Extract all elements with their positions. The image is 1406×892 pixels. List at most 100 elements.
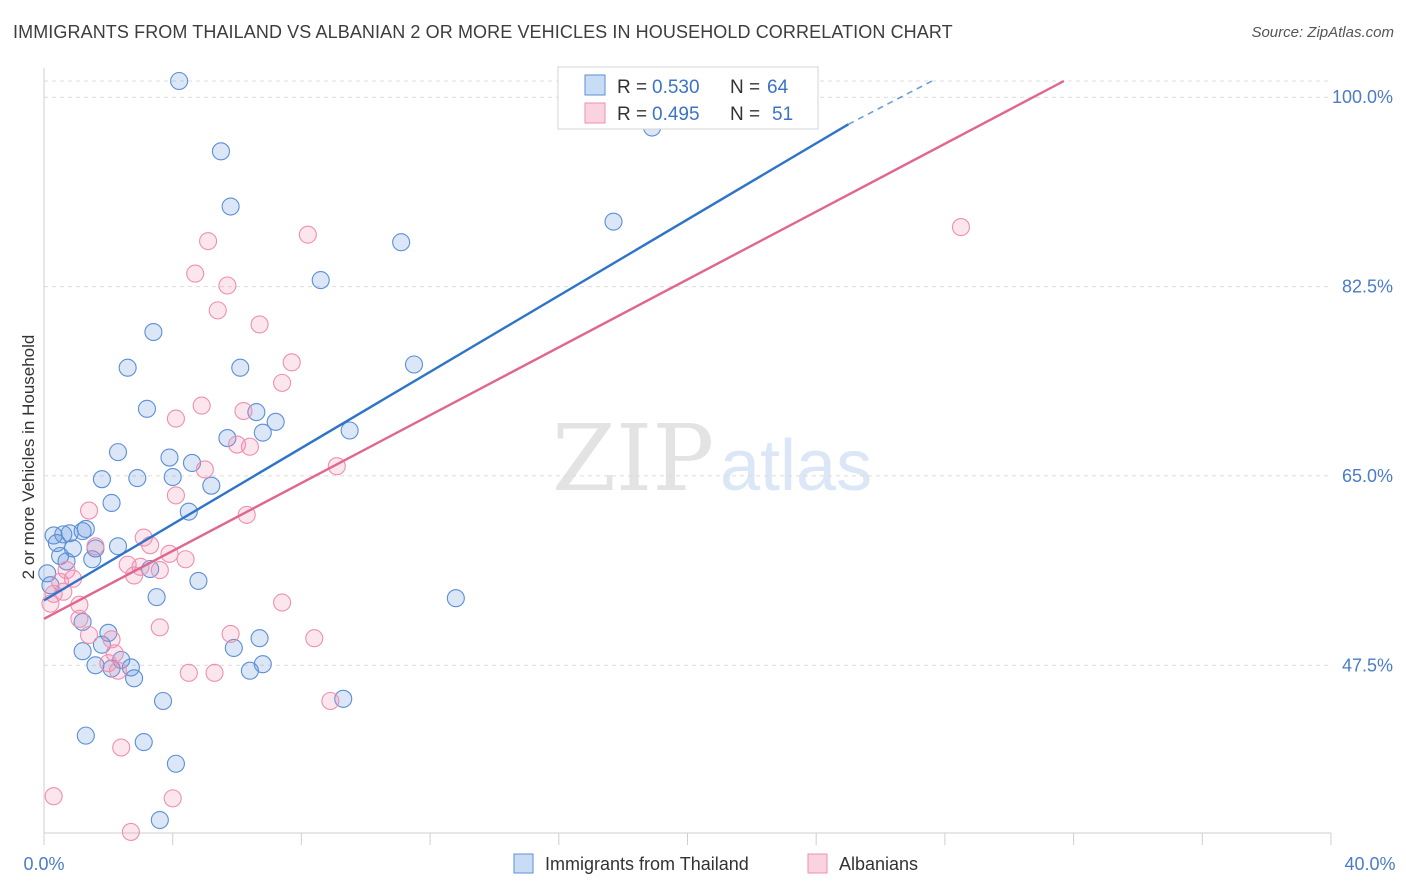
point-albanians [273, 373, 292, 392]
point-thailand [170, 71, 189, 91]
point-albanians [234, 401, 253, 421]
point-thailand [211, 142, 231, 161]
point-thailand [446, 589, 465, 608]
point-thailand [134, 733, 153, 752]
bottom-legend-swatch-thailand [513, 853, 534, 874]
point-thailand [253, 655, 272, 674]
point-albanians [99, 654, 118, 673]
point-albanians [218, 276, 237, 295]
point-thailand [404, 355, 424, 374]
point-albanians [163, 789, 182, 808]
point-albanians [199, 232, 218, 251]
bottom-legend-label-thailand: Immigrants from Thailand [545, 854, 749, 874]
point-thailand [231, 358, 250, 377]
trend-line-thailand [43, 123, 849, 602]
point-thailand [150, 810, 169, 830]
point-thailand [224, 638, 243, 658]
legend-swatch-thailand [584, 74, 606, 96]
point-albanians [951, 218, 971, 237]
point-albanians [273, 593, 292, 612]
point-albanians [102, 630, 121, 649]
point-albanians [79, 501, 99, 520]
point-thailand [108, 443, 128, 462]
point-albanians [121, 822, 140, 841]
point-albanians [79, 625, 99, 645]
point-albanians [150, 561, 169, 580]
legend-swatch-albanians [584, 102, 606, 124]
point-albanians [221, 624, 240, 643]
point-albanians [192, 396, 211, 415]
point-thailand [153, 691, 173, 711]
point-albanians [321, 691, 340, 711]
x-tick-label-min: 0.0% [23, 854, 64, 874]
y-tick-label: 65.0% [1342, 466, 1393, 486]
trend-line-albanians [43, 79, 1065, 620]
x-tick-label-max: 40.0% [1344, 854, 1395, 874]
point-albanians [166, 486, 185, 505]
point-thailand [604, 212, 623, 231]
top-legend: R = 0.530 N = 64 R = 0.495 N = 51 [557, 66, 819, 130]
point-thailand [118, 358, 137, 377]
point-thailand [247, 403, 266, 422]
point-thailand [73, 642, 92, 661]
point-thailand [125, 669, 144, 688]
point-thailand [392, 233, 411, 252]
legend-r-value-thailand: 0.530 [652, 77, 700, 98]
legend-r-label-thailand: R = [617, 77, 647, 98]
point-thailand [311, 271, 330, 290]
point-albanians [86, 537, 105, 556]
point-thailand [38, 564, 57, 583]
y-tick-label: 82.5% [1342, 277, 1393, 297]
point-thailand [166, 754, 185, 773]
point-thailand [147, 588, 166, 607]
legend-r-label-albanians: R = [617, 104, 647, 125]
y-axis-label: 2 or more Vehicles in Household [19, 335, 38, 580]
point-thailand [144, 322, 163, 342]
point-thailand [189, 571, 208, 590]
point-albanians [70, 609, 89, 628]
series-albanians-points [41, 218, 971, 841]
point-albanians [208, 301, 227, 320]
point-albanians [141, 536, 160, 555]
point-thailand [221, 197, 240, 216]
source-credit: Source: ZipAtlas.com [1251, 24, 1394, 41]
point-albanians [176, 550, 195, 569]
point-albanians [305, 629, 324, 648]
point-albanians [195, 460, 214, 479]
bottom-legend-swatch-albanians [807, 853, 828, 874]
point-thailand [76, 726, 95, 745]
watermark-atlas: atlas [720, 426, 872, 506]
point-thailand [92, 470, 111, 489]
legend-n-label-thailand: N = [730, 77, 760, 98]
point-thailand [137, 399, 157, 418]
point-albanians [105, 644, 124, 663]
point-albanians [282, 353, 301, 372]
point-albanians [44, 787, 63, 806]
point-thailand [253, 423, 272, 442]
point-thailand [202, 476, 221, 495]
legend-n-label-albanians: N = [730, 104, 760, 125]
point-albanians [179, 663, 198, 682]
point-thailand [266, 412, 285, 431]
point-albanians [108, 661, 128, 680]
chart-title: IMMIGRANTS FROM THAILAND VS ALBANIAN 2 O… [13, 22, 953, 42]
trend-lines [43, 79, 1065, 620]
point-thailand [160, 448, 179, 467]
point-thailand [218, 429, 237, 448]
point-thailand [250, 629, 269, 648]
point-thailand [73, 522, 92, 541]
trend-line-thailand-extension [848, 80, 933, 125]
point-thailand [108, 537, 128, 556]
point-albanians [298, 225, 317, 244]
legend-r-value-albanians: 0.495 [652, 104, 700, 125]
bottom-legend-label-albanians: Albanians [839, 854, 918, 874]
point-albanians [150, 618, 169, 637]
point-thailand [340, 421, 359, 440]
point-thailand [102, 493, 121, 513]
point-albanians [166, 409, 185, 428]
point-albanians [240, 437, 259, 456]
point-albanians [205, 663, 224, 682]
x-axis-ticks [43, 833, 1332, 845]
point-thailand [92, 635, 111, 654]
